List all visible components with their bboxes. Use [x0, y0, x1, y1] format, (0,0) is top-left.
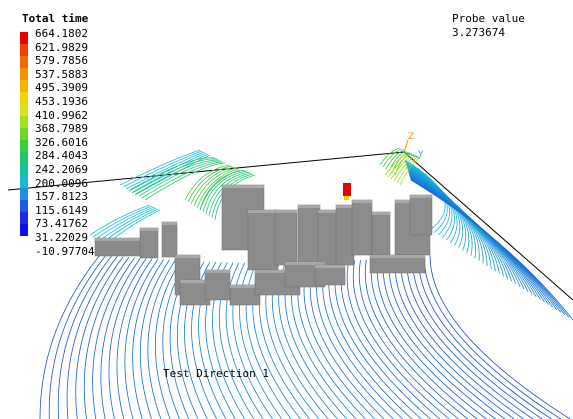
color-scale-swatch — [20, 32, 28, 44]
axis-triad: Z Y — [403, 132, 424, 160]
color-scale-swatch — [20, 164, 28, 176]
color-scale-label: 537.5883 — [35, 67, 88, 81]
color-scale-label: 621.9829 — [35, 40, 88, 54]
color-scale-swatch — [20, 116, 28, 128]
color-scale-label: 157.8123 — [35, 190, 88, 204]
color-scale-label: 326.6016 — [35, 135, 88, 149]
color-scale-labels: 664.1802 621.9829 579.7856 537.5883 495.3909… — [35, 27, 95, 258]
color-scale-swatch — [20, 44, 28, 56]
view-caption: Test Direction 1 — [163, 367, 269, 380]
color-scale-label: 73.41762 — [35, 217, 88, 231]
axis-label-y: Y — [417, 150, 424, 160]
color-scale-label: -10.97704 — [35, 244, 95, 258]
color-scale-swatch — [20, 152, 28, 164]
color-scale-swatch — [20, 56, 28, 68]
color-scale-label: 242.2069 — [35, 162, 88, 176]
color-scale-swatch — [20, 104, 28, 116]
color-scale-swatch — [20, 212, 28, 224]
color-scale-swatch — [20, 224, 28, 236]
ground-plane — [7, 151, 573, 301]
color-scale-label: 495.3909 — [35, 81, 88, 95]
color-scale-swatch — [20, 200, 28, 212]
probe-marker[interactable] — [343, 183, 351, 200]
color-scale-label: 453.1936 — [35, 94, 88, 108]
color-scale-label: 579.7856 — [35, 54, 88, 68]
color-scale-swatch — [20, 80, 28, 92]
axis-label-z: Z — [408, 132, 414, 142]
streamlines — [39, 147, 573, 419]
color-scale-swatch — [20, 68, 28, 80]
color-scale-swatch — [20, 128, 28, 140]
color-scale-bar — [20, 32, 28, 236]
color-scale-label: 664.1802 — [35, 27, 88, 40]
color-scale-swatch — [20, 140, 28, 152]
color-scale-label: 284.4043 — [35, 149, 88, 163]
color-scale-label: 410.9962 — [35, 108, 88, 122]
probe-value: 3.273674 — [452, 26, 505, 39]
color-scale-swatch — [20, 176, 28, 188]
color-scale-label: 115.6149 — [35, 203, 88, 217]
color-scale-label: 200.0096 — [35, 176, 88, 190]
color-scale-swatch — [20, 92, 28, 104]
color-scale-swatch — [20, 188, 28, 200]
color-scale-label: 368.7989 — [35, 122, 88, 136]
color-scale-label: 31.22029 — [35, 230, 88, 244]
buildings — [94, 184, 433, 306]
legend-title: Total time — [22, 12, 89, 25]
probe-title: Probe value — [452, 12, 525, 25]
